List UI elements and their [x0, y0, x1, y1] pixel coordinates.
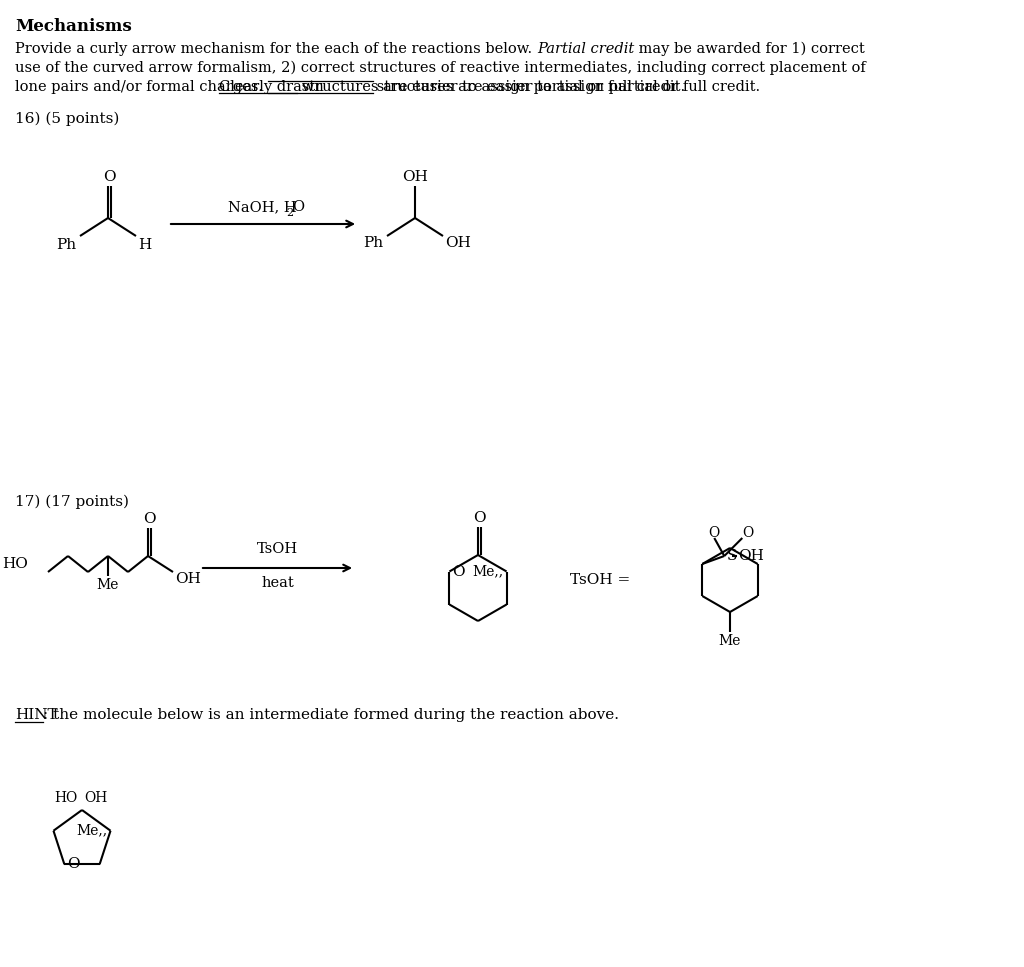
Text: : the molecule below is an intermediate formed during the reaction above.: : the molecule below is an intermediate … [43, 708, 618, 722]
Text: O: O [709, 526, 720, 540]
Text: Ph: Ph [56, 238, 76, 252]
Text: OH: OH [738, 549, 764, 563]
Text: O: O [473, 511, 485, 525]
Text: structures are easier to assign partial or full credit.: structures are easier to assign partial … [297, 80, 685, 94]
Text: OH: OH [84, 791, 108, 805]
Text: Clearly drawn: Clearly drawn [219, 80, 324, 94]
Text: O: O [292, 200, 304, 214]
Text: Mechanisms: Mechanisms [15, 18, 132, 35]
Text: Ph: Ph [362, 236, 383, 250]
Text: heat: heat [261, 576, 294, 590]
Text: structures are easier to assign partial or full credit.: structures are easier to assign partial … [373, 80, 761, 94]
Text: OH: OH [445, 236, 471, 250]
Text: Provide a curly arrow mechanism for the each of the reactions below.: Provide a curly arrow mechanism for the … [15, 42, 537, 56]
Text: O: O [453, 565, 465, 578]
Text: Me,,: Me,, [77, 824, 108, 837]
Text: Me: Me [719, 634, 741, 648]
Text: OH: OH [175, 572, 201, 586]
Text: TsOH =: TsOH = [570, 573, 630, 587]
Text: lone pairs and/or formal charges.: lone pairs and/or formal charges. [15, 80, 267, 94]
Text: HINT: HINT [15, 708, 57, 722]
Text: use of the curved arrow formalism, 2) correct structures of reactive intermediat: use of the curved arrow formalism, 2) co… [15, 61, 865, 75]
Text: Partial credit: Partial credit [537, 42, 634, 56]
Text: HO: HO [2, 557, 28, 571]
Text: 2: 2 [286, 208, 293, 218]
Text: H: H [138, 238, 152, 252]
Text: NaOH, H: NaOH, H [228, 200, 297, 214]
Text: Me: Me [97, 578, 119, 592]
Text: O: O [742, 526, 754, 540]
Text: O: O [142, 512, 156, 526]
Text: 16) (5 points): 16) (5 points) [15, 112, 120, 127]
Text: may be awarded for 1) correct: may be awarded for 1) correct [634, 42, 864, 56]
Text: TsOH: TsOH [257, 542, 298, 556]
Text: O: O [68, 858, 80, 871]
Text: 17) (17 points): 17) (17 points) [15, 495, 129, 510]
Text: O: O [102, 170, 116, 184]
Text: HO: HO [54, 791, 78, 805]
Text: OH: OH [402, 170, 428, 184]
Text: S: S [726, 549, 736, 563]
Text: Me,,: Me,, [472, 565, 504, 578]
